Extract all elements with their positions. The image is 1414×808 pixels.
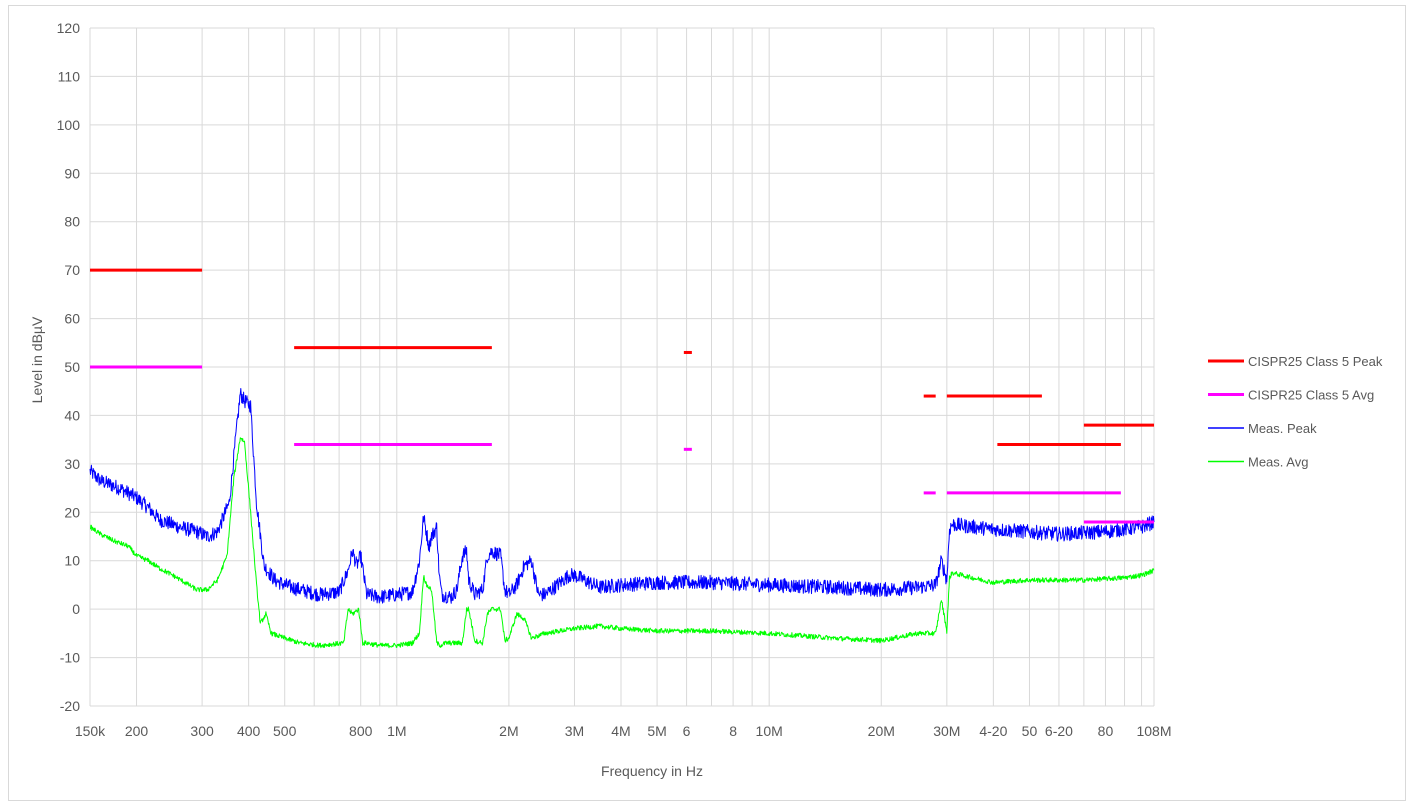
x-tick-label: 5M [647,723,666,739]
legend-label: CISPR25 Class 5 Avg [1248,388,1374,403]
x-tick-label: 2M [499,723,518,739]
y-tick-label: 20 [64,504,80,520]
y-tick-label: 90 [64,165,80,181]
y-tick-label: 0 [72,601,80,617]
y-tick-label: 100 [57,117,81,133]
x-tick-label: 10M [756,723,783,739]
y-axis-tick-labels: -20 -10 0 10 20 30 40 50 60 70 80 90 100 110 120 [57,20,81,714]
x-tick-label: 150k [75,723,106,739]
x-tick-label: 30M [933,723,960,739]
y-tick-label: 40 [64,407,80,423]
x-tick-label: 1M [387,723,406,739]
y-tick-label: 110 [58,68,81,84]
chart-area [8,5,1406,801]
y-tick-label: 50 [64,359,80,375]
x-axis-title: Frequency in Hz [601,763,703,779]
x-tick-label: 400 [237,723,261,739]
y-tick-label: 120 [57,20,81,36]
x-tick-label: 3M [565,723,584,739]
y-tick-label: 10 [64,553,80,569]
x-tick-label: 4M [611,723,630,739]
y-tick-label: -10 [60,650,80,666]
x-tick-label: 4-20 [979,723,1007,739]
y-axis-title: Level in dBµV [29,316,45,403]
x-tick-label: 6-20 [1045,723,1073,739]
x-tick-label: 6 [683,723,691,739]
x-tick-label: 8 [729,723,737,739]
y-tick-label: 30 [64,456,80,472]
x-tick-label: 300 [190,723,214,739]
legend-label: Meas. Peak [1248,421,1317,436]
y-tick-label: 70 [64,262,80,278]
x-tick-label: 20M [868,723,895,739]
x-tick-label: 50 [1022,723,1038,739]
series-line [89,437,1155,649]
x-tick-label: 108M [1136,723,1171,739]
horizontal-gridlines [90,27,1154,707]
plot-series [89,388,1155,649]
limit-lines [90,268,1154,524]
x-tick-label: 80 [1098,723,1114,739]
legend-label: Meas. Avg [1248,455,1308,470]
x-tick-label: 800 [349,723,373,739]
y-tick-label: 60 [64,311,80,327]
legend: CISPR25 Class 5 Peak CISPR25 Class 5 Avg M… [1208,354,1383,470]
y-tick-label: 80 [64,214,80,230]
x-tick-label: 200 [125,723,149,739]
legend-label: CISPR25 Class 5 Peak [1248,354,1383,369]
y-tick-label: -20 [60,698,80,714]
series-line [89,388,1155,604]
x-tick-label: 500 [273,723,297,739]
x-axis-tick-labels: 150k 200 300 400 500 800 1M 2M 3M 4M 5M 6 8 10M 20M 30M… [75,723,1172,739]
